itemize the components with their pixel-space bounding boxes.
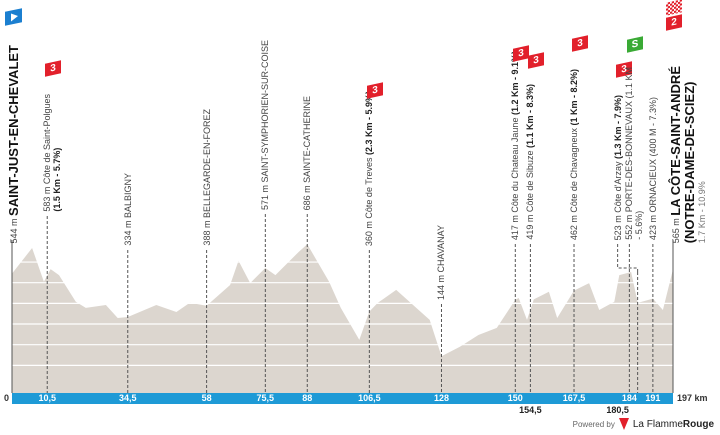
climb-detail: - 5.6%) (634, 210, 645, 240)
flamme-rouge-logo-icon (618, 418, 629, 430)
waypoint-label: 571 m SAINT-SYMPHORIEN-SUR-COISE (260, 40, 270, 210)
km-tick-label: 58 (201, 393, 212, 403)
powered-by: Powered by La FlammeRouge (573, 418, 714, 430)
waypoint-label: 423 m ORNACIEUX (400 M - 7.3%) (648, 97, 658, 240)
waypoint-label: 462 m Côte de Chavagneux (1 Km - 8.2%) (569, 69, 579, 240)
waypoint-altitude: 583 m (42, 186, 53, 212)
climb-detail: (1.1 Km - 8.3%) (525, 84, 536, 149)
waypoint-altitude: 334 m (122, 220, 133, 246)
waypoint-name: BELLEGARDE-EN-FOREZ (201, 109, 212, 219)
waypoint-altitude: 419 m (525, 214, 536, 240)
waypoint-name: Côte d'Arzay (612, 161, 623, 213)
waypoint-name: LA CÔTE-SAINT-ANDRÉ (668, 66, 683, 216)
waypoint-label: 417 m Côte du Chateau Jaune (1.2 Km - 9.… (510, 51, 520, 240)
waypoint-name: ORNACIEUX (400 M - 7.3%) (647, 97, 658, 213)
distance-bar (12, 393, 673, 404)
waypoint-label: 583 m Côte de Saint-Polgues (1.5 Km - 5.7… (42, 94, 62, 212)
brand-part-a: La Flamme (632, 418, 683, 430)
km-tick-label: 184 (621, 393, 637, 403)
km-zero-label: 0 (4, 393, 10, 403)
km-tick-label: 10,5 (38, 393, 56, 403)
waypoint-name: BALBIGNY (122, 173, 133, 219)
km-tick-label: 128 (433, 393, 449, 403)
waypoint-altitude: 423 m (647, 215, 658, 241)
km-tick-label-below: 154,5 (519, 405, 542, 415)
waypoint-label: 360 m Côte de Treves (2.3 Km - 5.9%) (364, 91, 374, 246)
brand-name: La FlammeRouge (633, 419, 714, 430)
brand-part-b: Rouge (682, 418, 714, 430)
waypoint-altitude: 571 m (260, 185, 271, 211)
waypoint-name: SAINT-JUST-EN-CHEVALET (6, 45, 21, 216)
waypoint-name: CHAVANAY (436, 225, 447, 273)
km-tick-label: 191 (645, 393, 661, 403)
total-distance-label: 197 km (677, 393, 708, 403)
climb-detail: 1.7 Km - 10.9% (697, 181, 707, 244)
waypoint-altitude: 544 m (9, 218, 19, 244)
elevation-area (12, 244, 673, 393)
km-tick-label: 106,5 (358, 393, 381, 403)
waypoint-name: Côte du Chateau Jaune (510, 117, 521, 213)
waypoint-altitude: 388 m (201, 220, 212, 246)
climb-detail: (2.3 Km - 5.9%) (364, 91, 375, 156)
climb-detail: (1.3 Km - 7.9%) (612, 95, 623, 160)
waypoint-name: Côte de Treves (364, 157, 375, 219)
waypoint-altitude: 686 m (302, 185, 313, 211)
waypoint-name: Côte de Saint-Polgues (42, 94, 53, 185)
waypoint-label: 552 m PORTE-DES-BONNEVAUX (1.1 KM - 5.6%) (624, 67, 644, 240)
waypoint-altitude: 417 m (510, 215, 521, 241)
waypoint-name-line2: (NOTRE-DAME-DE-SCIEZ) (682, 81, 697, 244)
waypoint-altitude: 565 m (671, 218, 681, 244)
km-tick-label-below: 180,5 (606, 405, 629, 415)
waypoint-altitude: 462 m (569, 215, 580, 241)
waypoint-label: 686 m SAINTE-CATHERINE (302, 96, 312, 210)
waypoint-name: PORTE-DES-BONNEVAUX (1.1 KM (624, 67, 635, 213)
waypoint-altitude: 144 m (436, 275, 447, 301)
waypoint-altitude: 360 m (364, 221, 375, 247)
waypoint-label: 334 m BALBIGNY (123, 173, 133, 246)
waypoint-name: Côte de Chavagneux (569, 128, 580, 213)
waypoint-label: 144 m CHAVANAY (436, 225, 446, 300)
waypoint-name: SAINT-SYMPHORIEN-SUR-COISE (260, 40, 271, 183)
km-tick-label: 75,5 (256, 393, 275, 403)
km-tick-label: 150 (507, 393, 523, 403)
waypoint-name: Côte de Sibuze (525, 150, 536, 213)
waypoint-marker-line (617, 244, 639, 272)
km-tick-label: 88 (302, 393, 313, 403)
waypoint-name: SAINTE-CATHERINE (302, 96, 313, 183)
waypoint-label: 388 m BELLEGARDE-EN-FOREZ (202, 109, 212, 246)
climb-detail: (1 Km - 8.2%) (569, 69, 580, 126)
waypoint-label: 544 m SAINT-JUST-EN-CHEVALET (6, 45, 21, 244)
waypoint-altitude: 552 m (624, 214, 635, 240)
km-tick-label: 167,5 (562, 393, 586, 403)
waypoint-label: 523 m Côte d'Arzay (1.3 Km - 7.9%) (613, 95, 623, 240)
km-tick-label: 34,5 (118, 393, 137, 403)
waypoint-altitude: 523 m (612, 215, 623, 241)
waypoint-label: 565 m LA CÔTE-SAINT-ANDRÉ (NOTRE-DAME-DE-… (668, 66, 707, 244)
powered-by-text: Powered by (572, 419, 615, 429)
climb-detail: (1.5 Km - 5.7%) (52, 147, 63, 212)
waypoint-label: 419 m Côte de Sibuze (1.1 Km - 8.3%) (525, 84, 535, 240)
